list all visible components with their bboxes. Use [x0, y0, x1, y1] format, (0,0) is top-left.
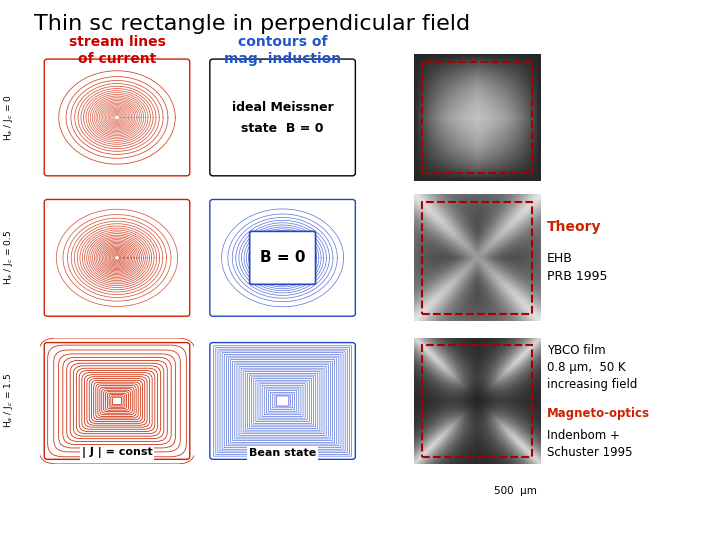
Text: Thin sc rectangle in perpendicular field: Thin sc rectangle in perpendicular field — [34, 14, 470, 33]
Text: Indenbom +
Schuster 1995: Indenbom + Schuster 1995 — [547, 429, 633, 459]
Text: EHB
PRB 1995: EHB PRB 1995 — [547, 252, 608, 282]
Bar — [421, 202, 532, 314]
Text: Bean state: Bean state — [249, 448, 316, 458]
Text: H$_a$ / J$_c$ = 1.5: H$_a$ / J$_c$ = 1.5 — [2, 374, 15, 428]
Text: H$_a$ / J$_c$ = 0: H$_a$ / J$_c$ = 0 — [2, 94, 15, 141]
Text: YBCO film
0.8 μm,  50 K
increasing field: YBCO film 0.8 μm, 50 K increasing field — [547, 344, 638, 391]
Text: Magneto-optics: Magneto-optics — [547, 407, 650, 420]
Text: contours of
mag. induction: contours of mag. induction — [224, 35, 341, 66]
Text: stream lines
of current: stream lines of current — [68, 35, 166, 66]
Text: 500  μm: 500 μm — [493, 486, 536, 496]
Text: state  B = 0: state B = 0 — [241, 123, 324, 136]
Text: ideal Meissner: ideal Meissner — [232, 102, 333, 114]
Bar — [421, 345, 532, 457]
Text: | J | = const: | J | = const — [81, 448, 153, 458]
Bar — [421, 62, 532, 173]
FancyBboxPatch shape — [276, 396, 289, 406]
Text: Theory: Theory — [547, 220, 602, 234]
FancyBboxPatch shape — [210, 59, 356, 176]
Text: B = 0: B = 0 — [260, 251, 305, 265]
Text: H$_a$ / J$_c$ = 0.5: H$_a$ / J$_c$ = 0.5 — [2, 231, 15, 285]
FancyBboxPatch shape — [250, 231, 315, 285]
